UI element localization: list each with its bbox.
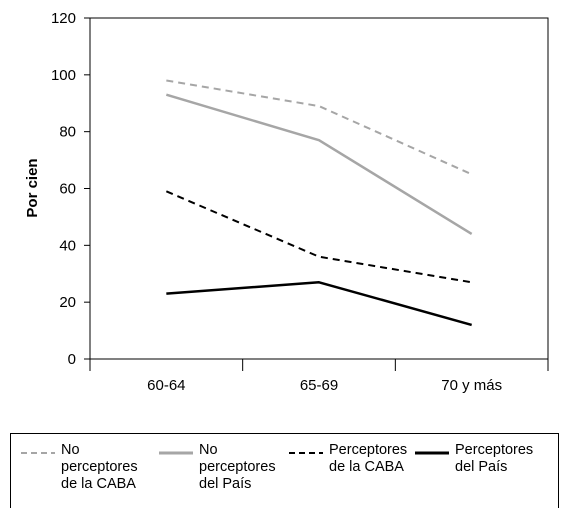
y-tick-label: 20 [59, 294, 76, 311]
y-tick-label: 80 [59, 124, 76, 141]
x-tick-label: 65-69 [300, 377, 338, 394]
y-tick-label: 40 [59, 237, 76, 254]
plot-area [89, 17, 549, 360]
series-line-1 [166, 79, 473, 176]
line-chart: Por cien 0 20 40 60 80 100 120 60-64 65-69 70 y m… [24, 10, 549, 394]
legend-swatch-no-perceptores-pais [159, 451, 193, 455]
legend-swatch-perceptores-pais [415, 451, 449, 455]
series-line-3 [165, 190, 472, 284]
y-axis-label: Por cien [24, 158, 41, 217]
legend-swatch-no-perceptores-caba [21, 452, 55, 454]
legend-label-no-perceptores-pais: No perceptores del País [199, 442, 276, 492]
y-tick-label: 60 [59, 181, 76, 198]
y-tick-label: 120 [51, 10, 76, 27]
legend-swatch-perceptores-caba [289, 452, 323, 454]
series-line-4 [166, 281, 473, 327]
legend-label-perceptores-caba: Perceptores de la CABA [329, 442, 408, 475]
series-line-2 [165, 93, 473, 236]
x-tick-label: 70 y más [441, 377, 502, 394]
y-tick-label: 100 [51, 67, 76, 84]
legend-label-no-perceptores-caba: No perceptores de la CABA [61, 442, 138, 492]
x-tick-label: 60-64 [147, 377, 185, 394]
legend-label-perceptores-pais: Perceptores del País [455, 442, 534, 475]
y-tick-label: 0 [68, 351, 76, 368]
legend: No perceptores de la CABA No perceptores… [10, 433, 559, 508]
